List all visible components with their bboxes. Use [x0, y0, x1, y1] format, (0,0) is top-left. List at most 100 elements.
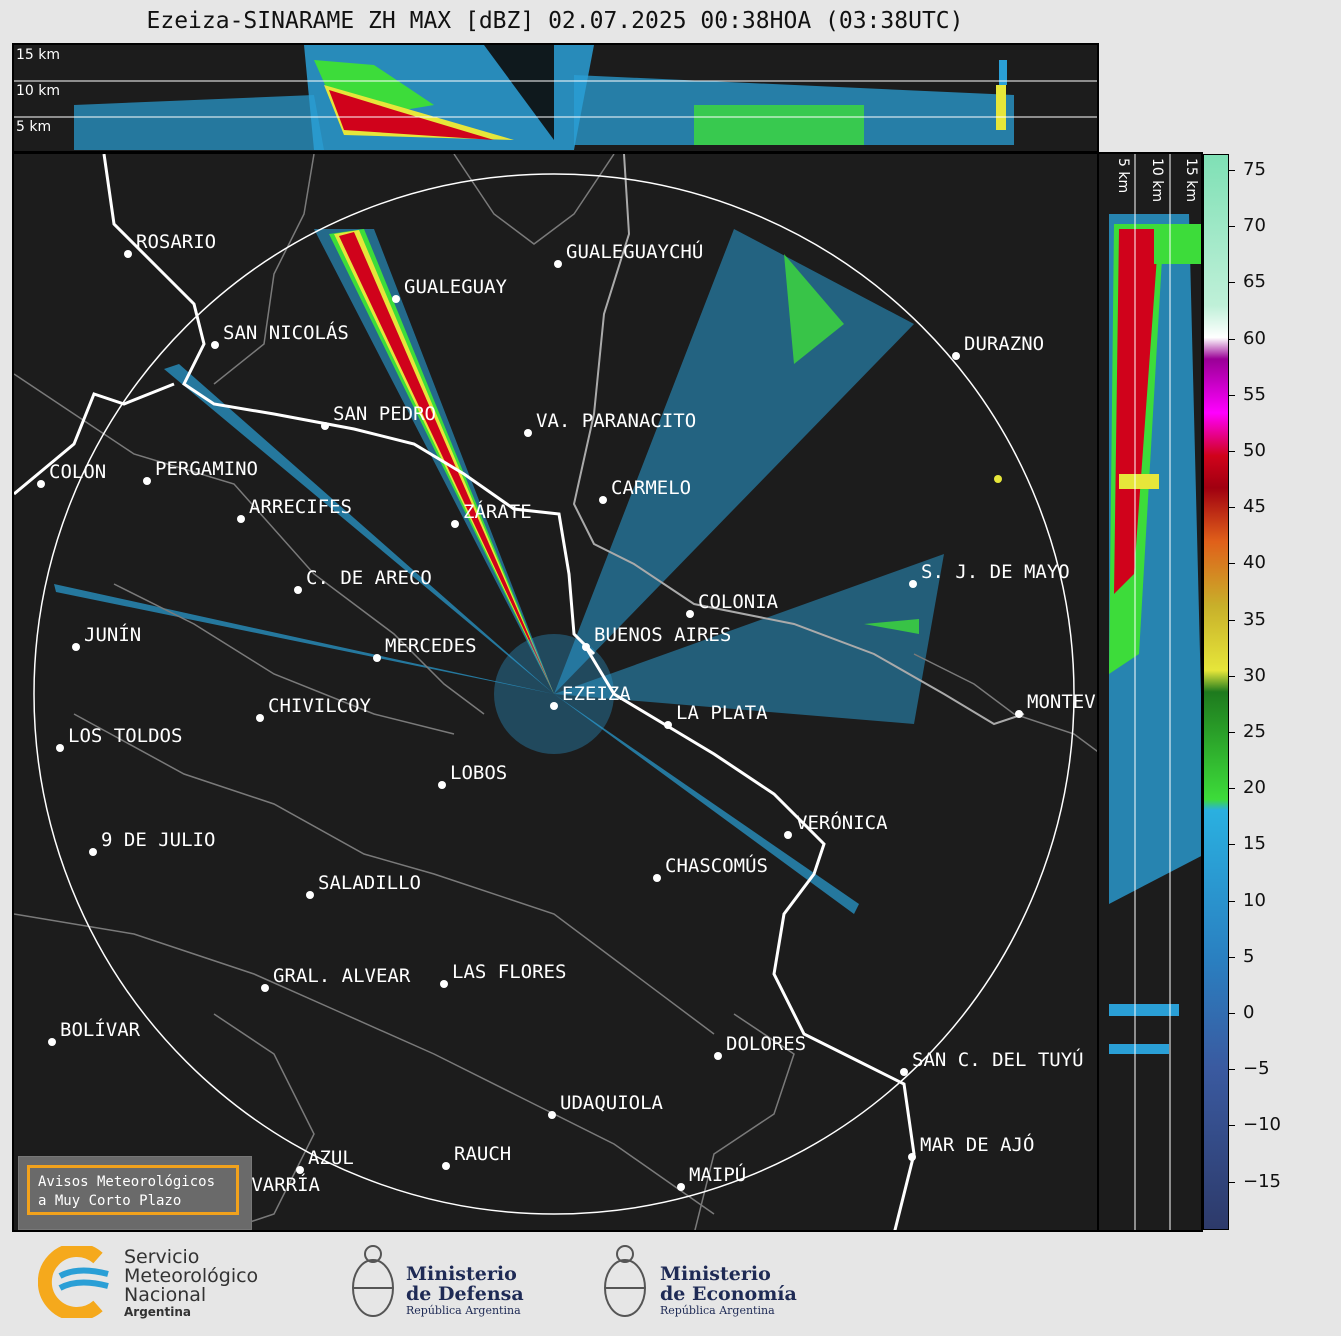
avisos-link[interactable]: Avisos Meteorológicos a Muy Corto Plazo — [27, 1165, 239, 1215]
side-cross-section-plot — [1109, 154, 1201, 1230]
colorbar — [1203, 154, 1229, 1230]
city-label-ezeiza: EZEIZA — [562, 683, 631, 705]
city-label-san-c-del-tuy: SAN C. DEL TUYÚ — [912, 1047, 1084, 1071]
side-height-label-15km: 15 km — [1183, 158, 1199, 203]
city-dot-carmelo — [599, 496, 607, 504]
colorbar-tick-mark — [1229, 956, 1235, 958]
city-label-san-nicol-s: SAN NICOLÁS — [223, 321, 349, 344]
city-dot-colon — [37, 480, 45, 488]
city-label-las-flores: LAS FLORES — [452, 961, 566, 983]
city-label-gral-alvear: GRAL. ALVEAR — [273, 965, 411, 987]
colorbar-tick-label: 55 — [1243, 383, 1266, 405]
colorbar-tick-label: 45 — [1243, 496, 1266, 518]
smn-line2: Meteorológico — [124, 1265, 259, 1287]
colorbar-tick-label: 35 — [1243, 608, 1266, 630]
city-dot-los-toldos — [56, 744, 64, 752]
colorbar-tick-mark — [1229, 507, 1235, 509]
economia-line3: República Argentina — [660, 1304, 775, 1317]
colorbar-tick-mark — [1229, 1069, 1235, 1071]
page-title: Ezeiza-SINARAME ZH MAX [dBZ] 02.07.2025 … — [146, 8, 964, 34]
city-dot-ezeiza — [550, 702, 558, 710]
colorbar-tick-label: 75 — [1243, 159, 1266, 180]
radar-map[interactable]: ROSARIO GUALEGUAYCHÚ GUALEGUAY SAN NICOLÁS D… — [12, 152, 1099, 1232]
city-dot-c-de-areco — [294, 586, 302, 594]
city-dot-mercedes — [373, 654, 381, 662]
colorbar-tick-label: −10 — [1243, 1114, 1281, 1136]
colorbar-tick-label: 20 — [1243, 777, 1266, 799]
city-dot-gualeguaych — [554, 260, 562, 268]
city-dot-san-nicol-s — [211, 341, 219, 349]
colorbar-tick-mark — [1229, 1125, 1235, 1127]
city-dot-rosario — [124, 250, 132, 258]
city-label-rauch: RAUCH — [454, 1143, 511, 1165]
colorbar-tick-label: 50 — [1243, 440, 1266, 461]
smn-name: Servicio Meteorológico Nacional Argentin… — [124, 1246, 259, 1320]
city-dot-9-de-julio — [89, 848, 97, 856]
city-label-san-pedro: SAN PEDRO — [333, 403, 436, 425]
city-label-los-toldos: LOS TOLDOS — [68, 725, 182, 747]
smn-logo-icon — [38, 1246, 109, 1318]
city-label-gualeguay: GUALEGUAY — [404, 276, 508, 298]
economia-line1: Ministerio — [660, 1263, 771, 1285]
city-label-la-plata: LA PLATA — [676, 702, 768, 724]
city-label-colonia: COLONIA — [698, 591, 779, 613]
city-dot-z-rate — [451, 520, 459, 528]
smn-line3: Nacional — [124, 1284, 207, 1306]
colorbar-tick-mark — [1229, 563, 1235, 565]
city-label-chivilcoy: CHIVILCOY — [268, 695, 372, 717]
side-cross-section: 5 km 10 km 15 km — [1097, 152, 1203, 1232]
city-label-chascom-s: CHASCOMÚS — [665, 853, 768, 877]
city-dot-mar-de-aj — [908, 1153, 916, 1161]
coat-of-arms-defensa-icon — [352, 1245, 394, 1317]
colorbar-tick-mark — [1229, 451, 1235, 452]
colorbar-tick-mark — [1229, 900, 1235, 902]
city-label-buenos-aires: BUENOS AIRES — [594, 624, 731, 646]
city-dot-chivilcoy — [256, 714, 264, 722]
city-dot-azul — [296, 1166, 304, 1174]
colorbar-tick-mark — [1229, 282, 1235, 284]
city-label-9-de-julio: 9 DE JULIO — [101, 829, 215, 851]
colorbar-tick-mark — [1229, 226, 1235, 228]
colorbar-tick-mark — [1229, 170, 1235, 171]
city-label-jun-n: JUNÍN — [84, 623, 141, 646]
city-label-bol-var: BOLÍVAR — [60, 1018, 141, 1041]
colorbar-tick-label: −15 — [1243, 1170, 1281, 1192]
city-dot-san-pedro — [321, 422, 329, 430]
colorbar-tick-mark — [1229, 844, 1235, 846]
avisos-button[interactable]: Avisos Meteorológicos a Muy Corto Plazo — [18, 1156, 252, 1230]
city-dot-colonia — [686, 610, 694, 618]
colorbar-tick-mark — [1229, 732, 1235, 733]
city-dot-s-j-de-mayo — [909, 580, 917, 588]
city-label-mercedes: MERCEDES — [385, 635, 477, 657]
economia-line2: de Economía — [660, 1283, 797, 1305]
smn-line1: Servicio — [124, 1246, 200, 1268]
defensa-line3: República Argentina — [406, 1304, 521, 1317]
height-label-10km: 10 km — [16, 83, 61, 99]
height-label-15km: 15 km — [16, 47, 61, 63]
colorbar-tick-label: −5 — [1243, 1058, 1270, 1080]
side-height-label-5km: 5 km — [1115, 158, 1131, 194]
coat-of-arms-economia-icon — [604, 1245, 646, 1317]
city-label-azul: AZUL — [308, 1147, 354, 1169]
coastlines — [14, 154, 916, 1230]
city-label-saladillo: SALADILLO — [318, 872, 421, 894]
height-label-5km: 5 km — [16, 119, 52, 135]
city-dot-rauch — [442, 1162, 450, 1170]
city-dot-la-plata — [664, 721, 672, 729]
city-dot-va-paranacito — [524, 429, 532, 437]
city-dot-buenos-aires — [582, 643, 590, 651]
top-cross-section: 15 km 10 km 5 km — [12, 43, 1099, 153]
city-dot-las-flores — [440, 980, 448, 988]
city-label-colon: COLON — [49, 461, 106, 483]
city-dot-arrecifes — [237, 515, 245, 523]
city-label-dolores: DOLORES — [726, 1033, 806, 1055]
colorbar-tick-mark — [1229, 675, 1235, 677]
defensa-line2: de Defensa — [406, 1283, 524, 1305]
city-dot-gral-alvear — [261, 984, 269, 992]
city-label-z-rate: ZÁRATE — [463, 500, 532, 523]
city-dot-pergamino — [143, 477, 151, 485]
city-label-arrecifes: ARRECIFES — [249, 496, 352, 518]
city-label-durazno: DURAZNO — [964, 333, 1044, 355]
city-label-lobos: LOBOS — [450, 762, 507, 784]
city-label-pergamino: PERGAMINO — [155, 458, 258, 480]
